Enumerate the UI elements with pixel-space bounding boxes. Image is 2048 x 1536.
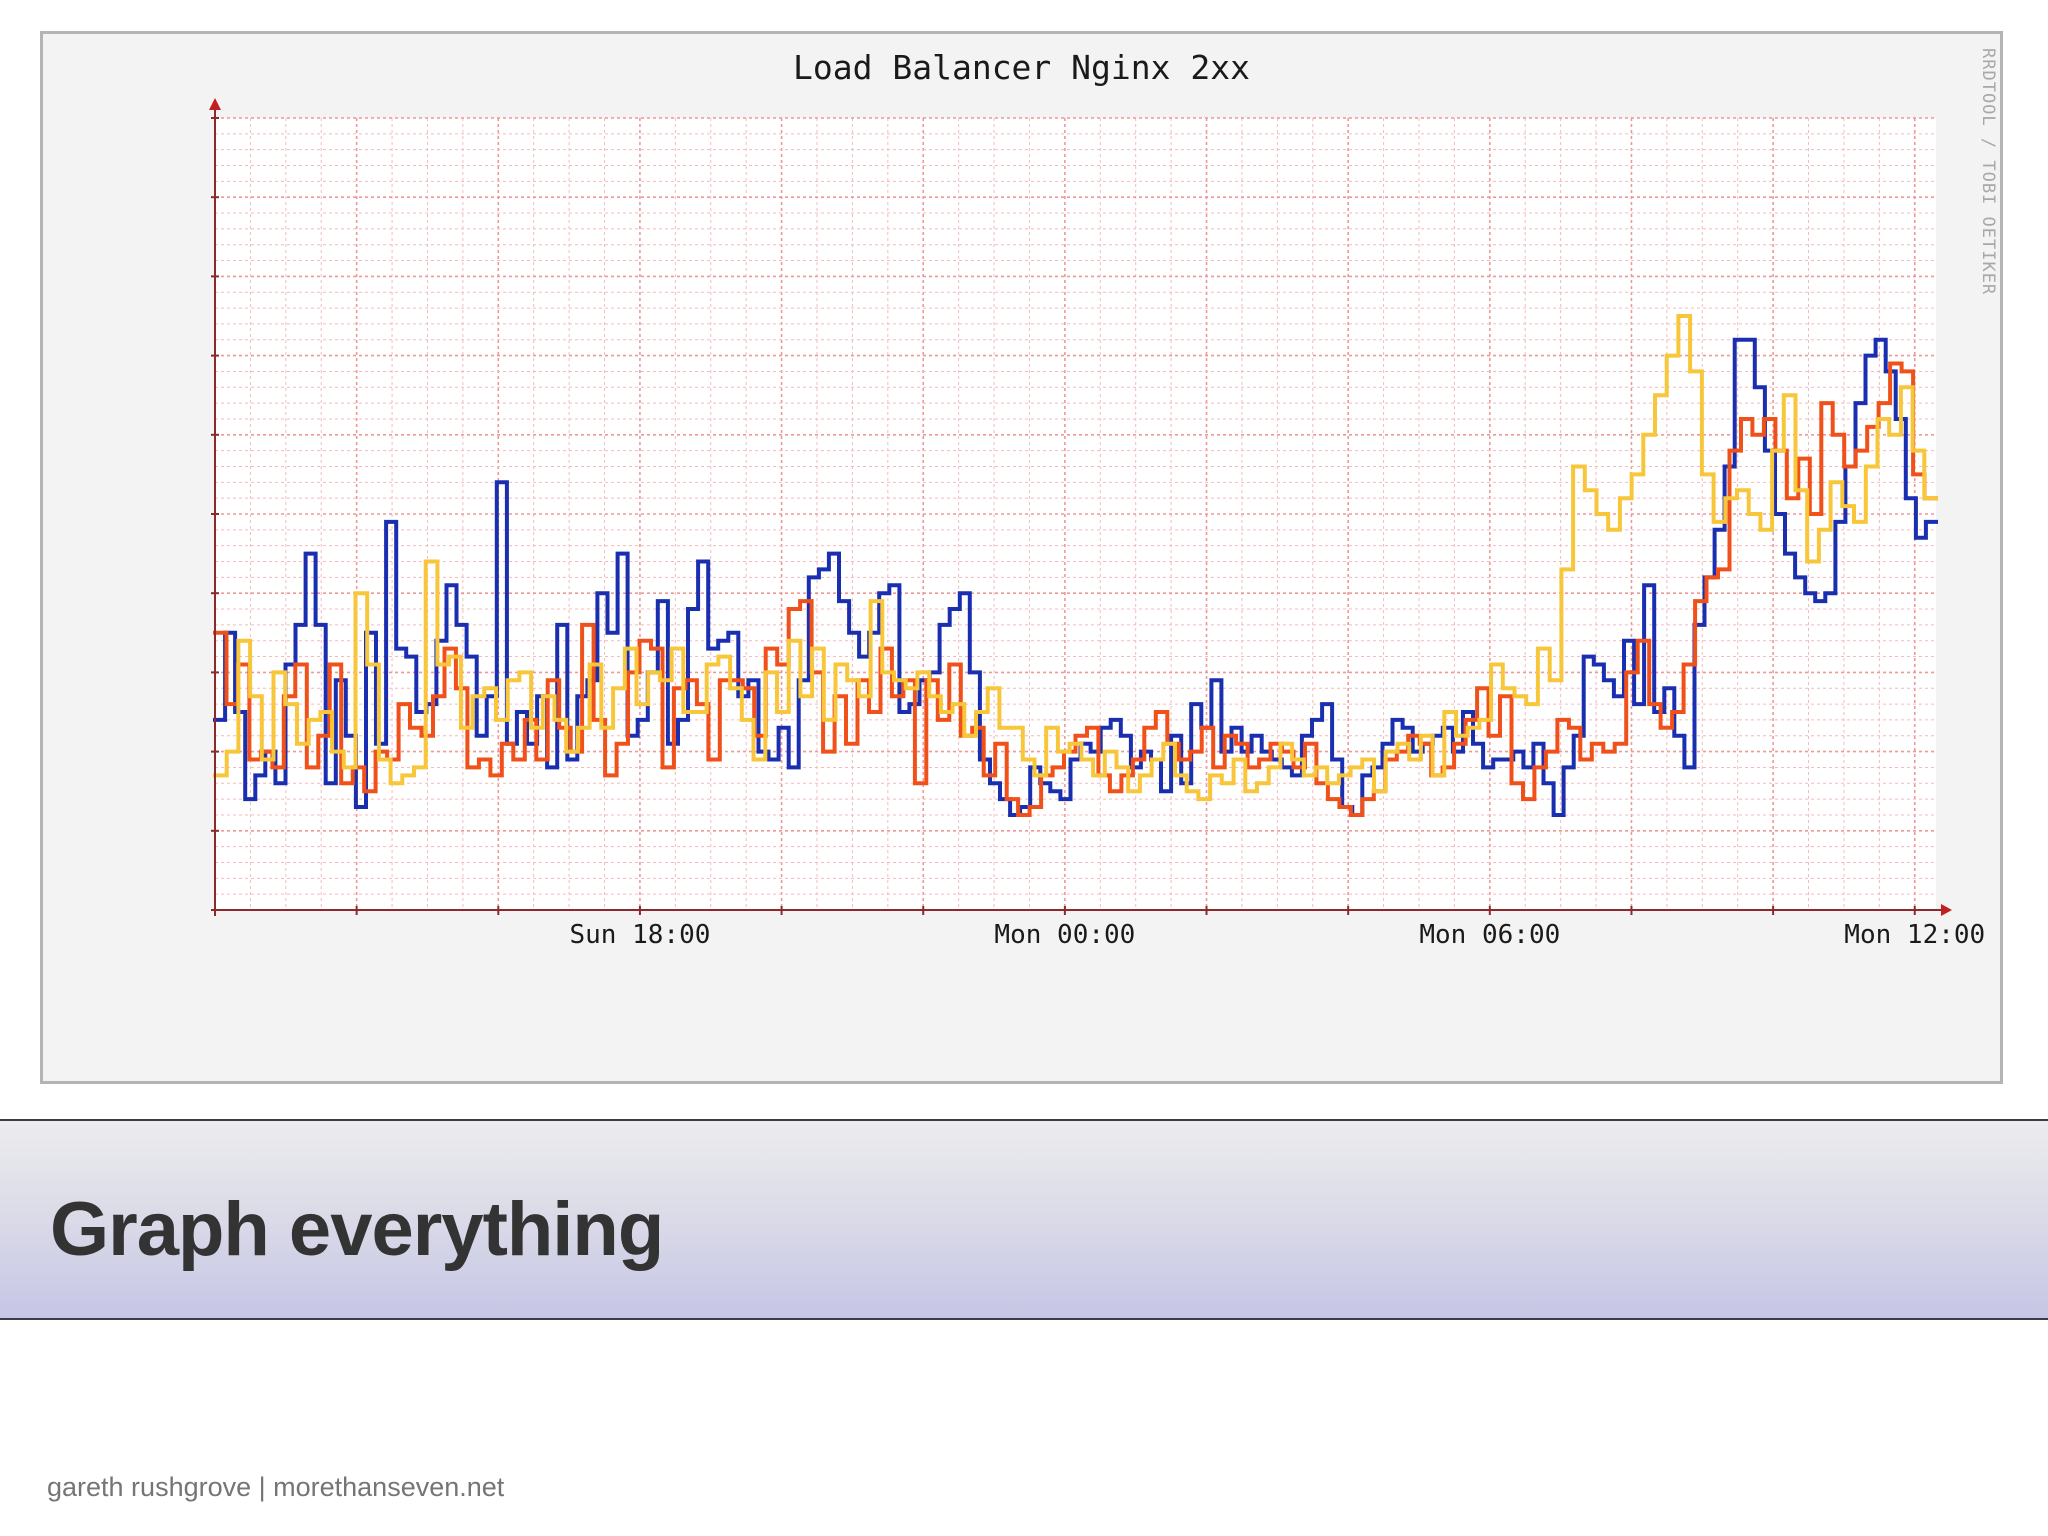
x-tick-label: Mon 06:00 [1419,920,1561,950]
title-band: Graph everything [0,1119,2048,1320]
chart-plot [209,98,1952,916]
y-axis-arrow [209,98,221,110]
series-line-red [213,361,1938,817]
series-lines [213,314,1938,817]
rrd-graph: Load Balancer Nginx 2xx RRDTOOL / TOBI O… [40,31,2003,1084]
axes [209,98,1952,916]
series-line-yellow [213,314,1938,802]
x-tick-label: Mon 00:00 [994,920,1136,950]
slide-title: Graph everything [50,1187,664,1272]
footer-credit: gareth rushgrove | morethanseven.net [47,1472,505,1502]
x-tick-label: Mon 12:00 [1844,920,1986,950]
x-axis-arrow [1941,904,1952,916]
rrdtool-watermark: RRDTOOL / TOBI OETIKER [1978,48,1998,296]
grid-lines [214,117,1936,911]
chart-title: Load Balancer Nginx 2xx [793,48,1250,87]
x-tick-label: Sun 18:00 [569,920,711,950]
series-line-blue [213,337,1938,817]
